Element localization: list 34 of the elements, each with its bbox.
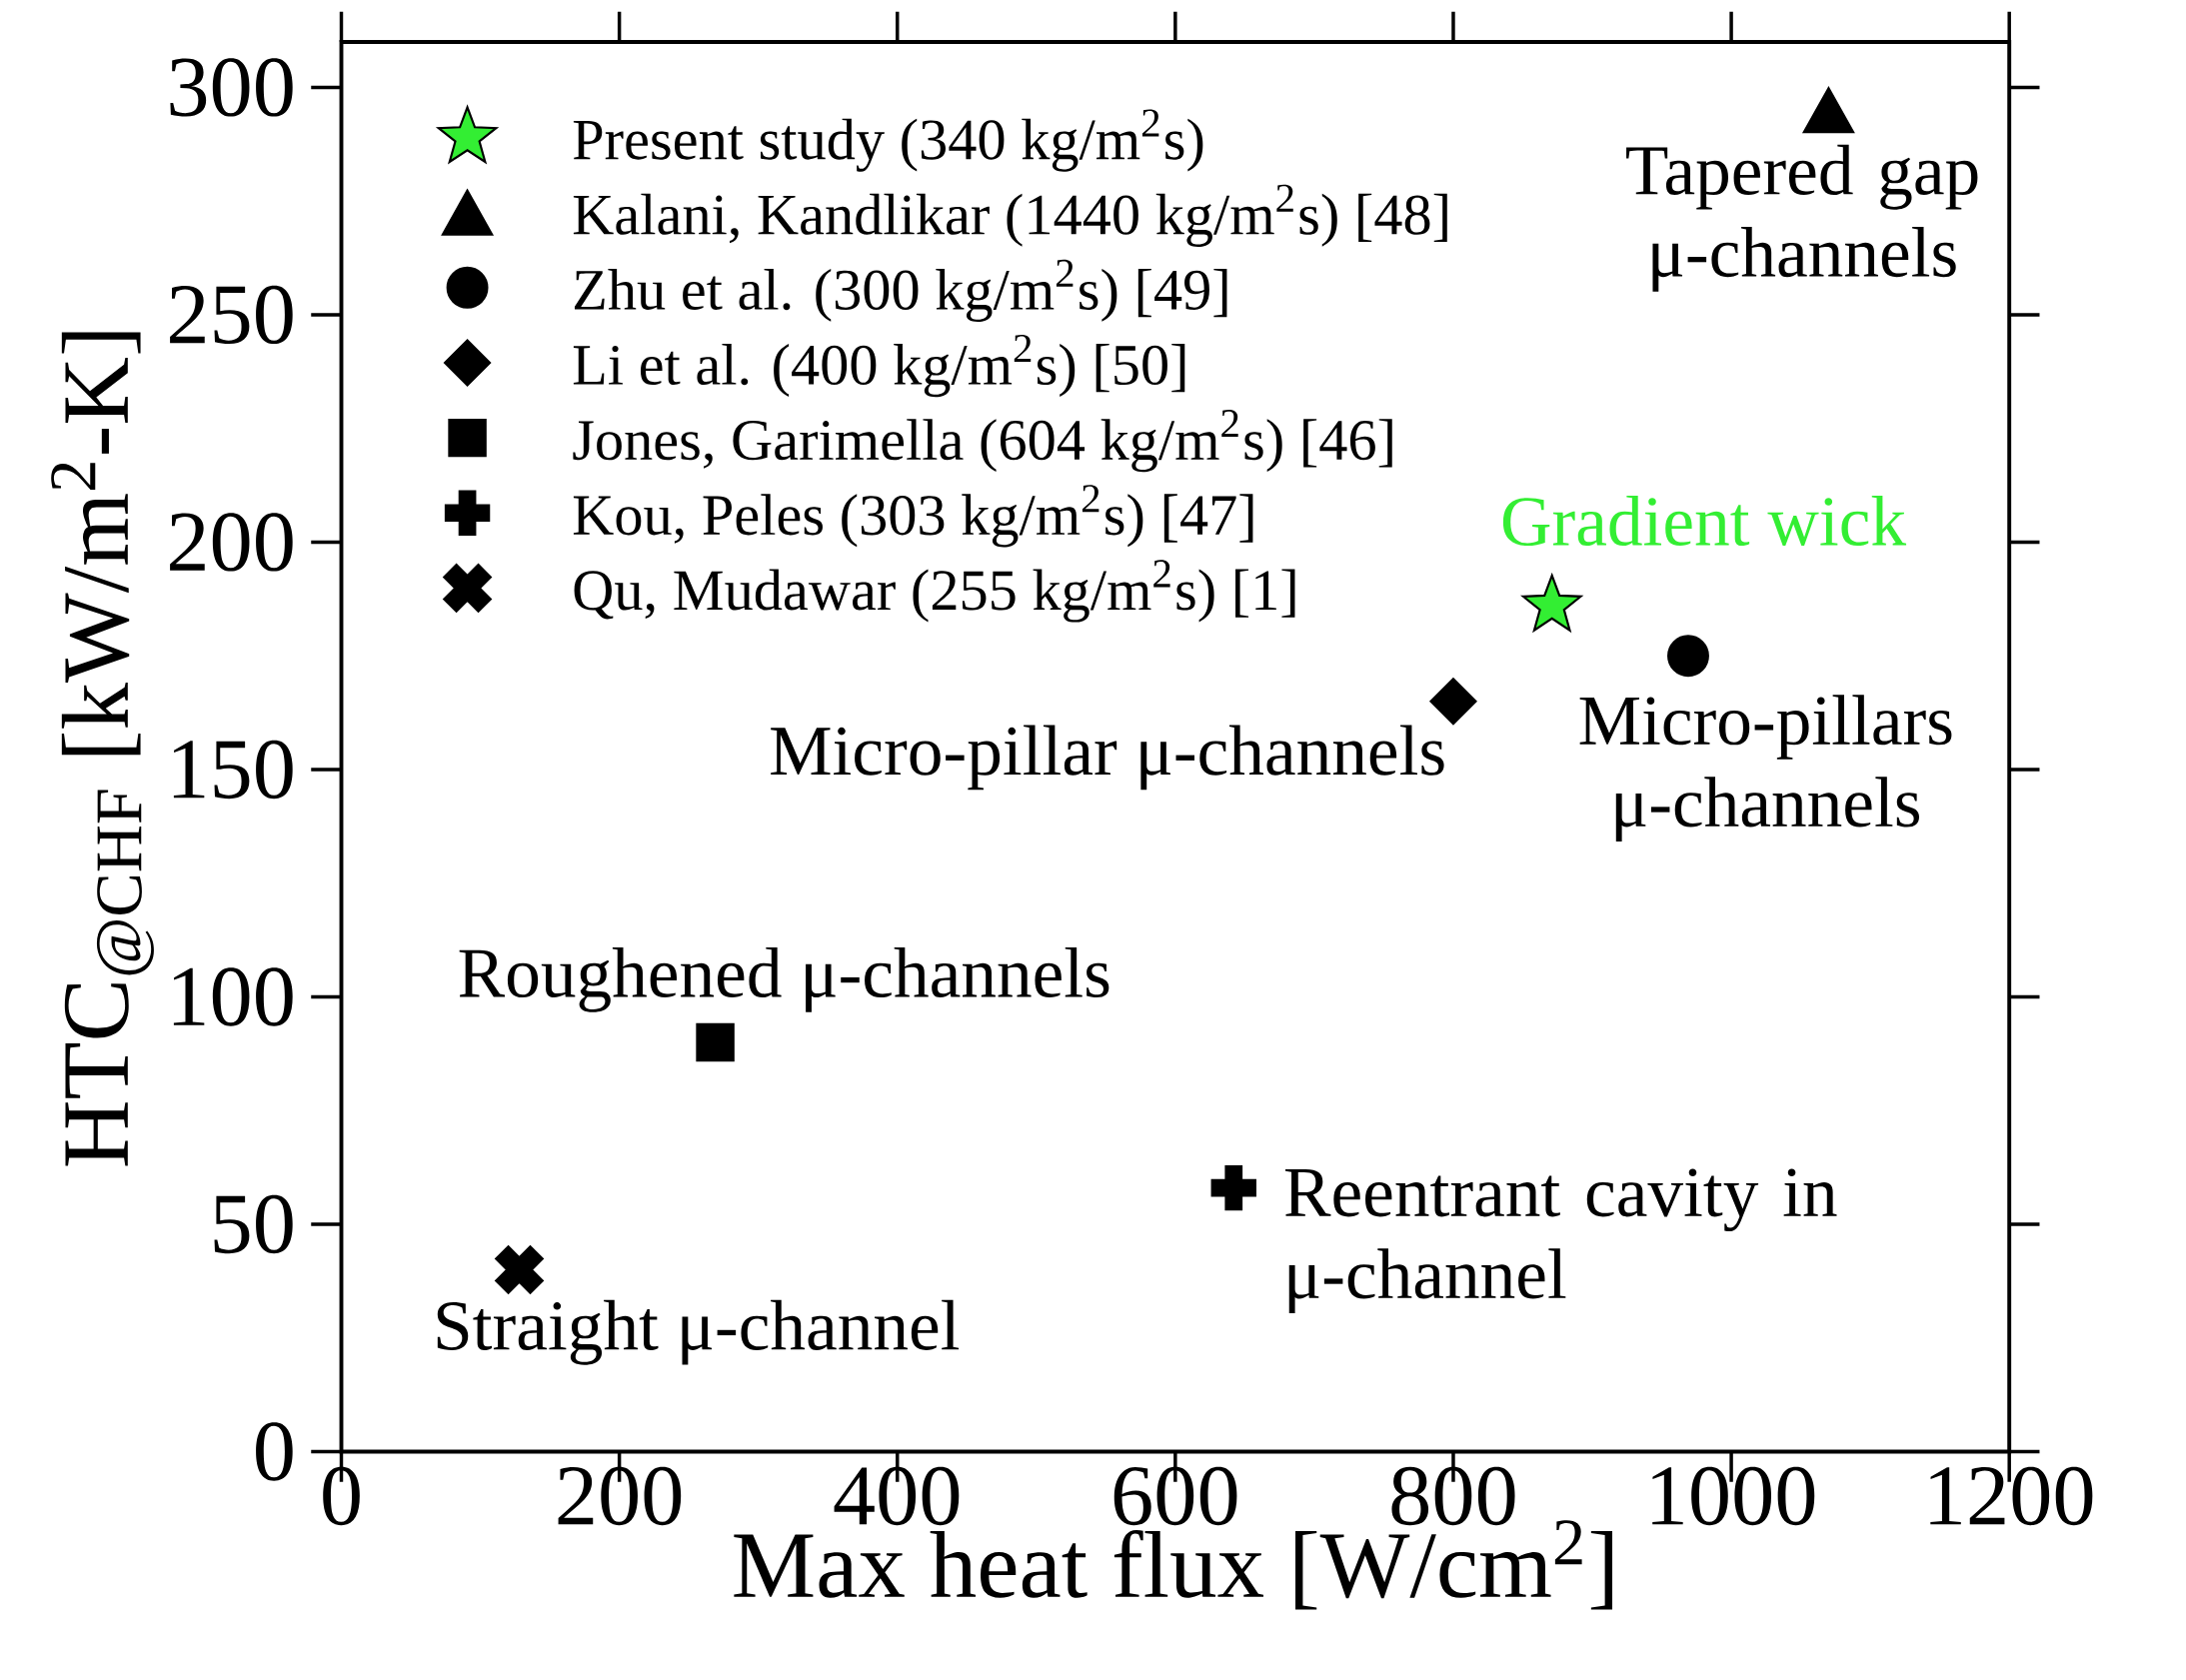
y-tick-label: 250: [170, 285, 293, 344]
y-axis-title: HTC$_{@CHF}$ [kW/m$^{2}$-K]: [51, 332, 154, 1166]
legend-label: Kou, Peles (303 kg/m$^{2}$s) [47]: [573, 485, 1253, 548]
x-tick-label: 600: [1113, 1466, 1237, 1526]
y-tick-label: 150: [173, 740, 293, 800]
point: [696, 1022, 735, 1062]
annotation: Roughened μ-channels: [459, 946, 1109, 1012]
y-tick-label: 50: [214, 1194, 293, 1254]
point: [1429, 678, 1477, 726]
y-tick-label: 200: [170, 513, 293, 572]
annotation: Tapered gap μ-channels: [1626, 144, 1978, 292]
legend-label: Present study (340 kg/m$^{2}$s): [573, 109, 1203, 172]
legend-label: Zhu et al. (300 kg/m$^{2}$s) [49]: [574, 259, 1227, 322]
x-tick-label: 1000: [1652, 1466, 1815, 1526]
x-tick-label: 800: [1391, 1466, 1515, 1526]
point: [495, 1245, 544, 1294]
point: [1667, 635, 1709, 678]
annotation: Straight μ-channel: [437, 1299, 960, 1365]
point: [1210, 1164, 1256, 1211]
x-tick-label: 0: [323, 1466, 360, 1526]
y-tick-label: 300: [170, 58, 293, 117]
legend-label: Li et al. (400 kg/m$^{2}$s) [50]: [573, 334, 1185, 398]
annotation: Reentrant cavity in μ-channel: [1285, 1168, 1837, 1313]
y-tick-label: 0: [256, 1422, 293, 1481]
point: [1802, 86, 1855, 134]
annotation: Gradient wick: [1502, 495, 1907, 546]
x-tick-label: 1200: [1930, 1466, 2093, 1526]
legend-label: Jones, Garimella (604 kg/m$^{2}$s) [46]: [573, 409, 1392, 473]
annotation: Micro-pillars μ-channels: [1579, 695, 1952, 841]
y-tick-label: 100: [173, 967, 293, 1026]
x-tick-label: 200: [558, 1466, 682, 1526]
legend-label: Kalani, Kandlikar (1440 kg/m$^{2}$s) [48]: [573, 184, 1447, 247]
annotation: Micro-pillar μ-channels: [771, 725, 1444, 791]
legend-label: Qu, Mudawar (255 kg/m$^{2}$s) [1]: [574, 560, 1295, 623]
